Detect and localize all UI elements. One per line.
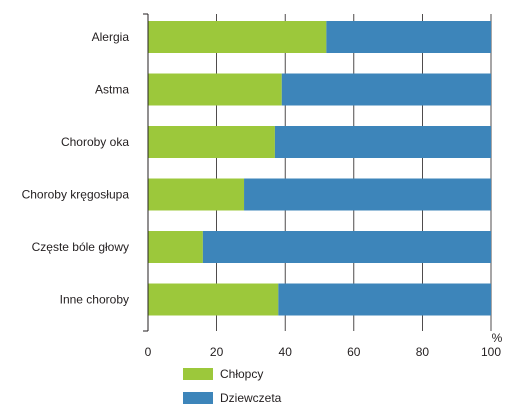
category-label: Częste bóle głowy [32, 240, 129, 254]
legend-swatch [183, 368, 213, 380]
legend-label: Dziewczeta [220, 391, 282, 405]
legend-label: Chłopcy [220, 367, 263, 381]
gridlines [216, 14, 492, 331]
category-label: Choroby kręgosłupa [22, 188, 130, 202]
x-tick-label: 20 [210, 345, 224, 359]
bar-dziewczeta [202, 231, 491, 263]
category-labels: Alergia Astma Choroby oka Choroby kręgosłup… [22, 30, 130, 307]
tick-labels: 0 20 40 60 80 100 [145, 345, 502, 359]
bar-dziewczeta [278, 283, 491, 316]
bar-chlopcy [148, 126, 275, 158]
category-label: Alergia [92, 30, 130, 44]
unit-label: % [492, 331, 503, 345]
x-tick-label: 80 [416, 345, 430, 359]
bar-chlopcy [148, 231, 203, 263]
x-tick-label: 100 [481, 345, 501, 359]
bar-dziewczeta [244, 178, 491, 211]
category-label: Inne choroby [60, 293, 129, 307]
axes [143, 13, 149, 332]
legend: Chłopcy Dziewczeta [183, 367, 282, 405]
bars [148, 21, 491, 316]
bar-chlopcy [148, 283, 279, 316]
category-label: Astma [95, 83, 129, 97]
x-tick-label: 40 [279, 345, 293, 359]
bar-dziewczeta [281, 73, 491, 106]
legend-swatch [183, 392, 213, 404]
x-tick-label: 60 [347, 345, 361, 359]
x-tick-label: 0 [145, 345, 152, 359]
bar-chlopcy [148, 178, 245, 211]
bar-dziewczeta [274, 126, 491, 158]
bar-chlopcy [148, 73, 282, 106]
bar-dziewczeta [326, 21, 491, 53]
bar-chlopcy [148, 21, 327, 53]
category-label: Choroby oka [61, 135, 129, 149]
